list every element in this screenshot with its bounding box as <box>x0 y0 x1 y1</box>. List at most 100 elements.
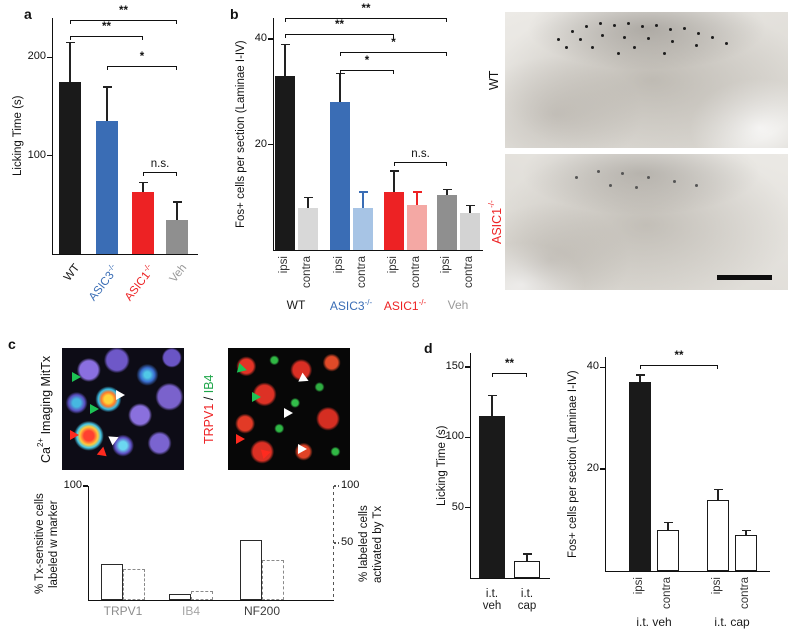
error-bar <box>284 44 286 76</box>
error-bar <box>469 205 471 214</box>
category-label: IB4 <box>181 604 201 618</box>
x-tick-label: contra <box>739 577 751 609</box>
error-bar-cap <box>741 529 751 531</box>
x-tick-label: contra <box>661 577 673 609</box>
green-arrowhead-icon <box>72 372 81 382</box>
y-tick-label: 100 <box>445 430 464 443</box>
error-bar <box>639 374 641 383</box>
error-bar-cap <box>522 553 532 555</box>
group-label: WT <box>286 298 306 312</box>
y-tick <box>465 366 470 368</box>
sig-bracket <box>285 34 394 38</box>
x-axis <box>88 600 334 602</box>
y-tick-label: 100 <box>27 148 46 161</box>
asic1-image-label: ASIC1-/- <box>487 154 505 290</box>
sig-bracket <box>285 18 447 22</box>
panel-label-c: c <box>8 336 16 352</box>
trpv1-channel-label: TRPV1 <box>202 403 216 444</box>
x-tick-label: Veh <box>167 262 190 286</box>
error-bar-cap <box>442 188 452 191</box>
bar <box>479 416 505 578</box>
solid-outline-bar <box>240 539 262 600</box>
calcium-imaging-image <box>62 348 184 470</box>
red-arrowhead-icon <box>70 430 79 440</box>
channel-separator: / <box>202 393 216 404</box>
white-arrowhead-icon <box>298 372 311 386</box>
solid-outline-bar <box>169 594 191 600</box>
y-tick <box>47 56 52 58</box>
x-tick-label: ASIC3-/- <box>87 262 118 304</box>
x-tick-label: ipsi <box>440 256 452 274</box>
x-tick-label: i.t. cap <box>517 588 537 612</box>
ib4-channel-label: IB4 <box>202 374 216 394</box>
fos-positive-cell-dots <box>505 12 508 15</box>
x-tick-label: WT <box>61 262 83 284</box>
x-tick-label: contra <box>463 256 475 288</box>
asic1-label-superscript: -/- <box>487 200 496 208</box>
sig-label: ** <box>102 21 111 33</box>
ca-label-superscript: 2+ <box>36 437 45 447</box>
sig-bracket <box>492 373 527 377</box>
bar <box>330 102 350 250</box>
error-bar <box>339 73 341 103</box>
right-y-tick-label: 100 <box>341 479 360 491</box>
error-bar-cap <box>303 196 313 198</box>
sig-label: * <box>391 37 396 49</box>
error-bar-cap <box>172 201 182 203</box>
right-y-axis-dashed <box>333 486 335 600</box>
y-tick <box>600 366 605 368</box>
left-y-tick <box>83 485 88 487</box>
sig-bracket <box>340 52 447 56</box>
error-bar <box>526 554 528 562</box>
bar <box>96 121 118 254</box>
y-tick <box>600 468 605 470</box>
error-bar <box>717 489 719 500</box>
asic1-label-base: ASIC1 <box>490 207 505 244</box>
sig-label: ** <box>335 19 344 31</box>
left-y-axis <box>88 486 90 600</box>
error-bar <box>142 182 144 193</box>
x-tick-label: ipsi <box>278 256 290 274</box>
superscript: -/- <box>364 298 373 307</box>
error-bar <box>307 197 309 208</box>
x-tick-label: ipsi <box>333 256 345 274</box>
green-arrowhead-icon <box>236 363 249 375</box>
sig-label: * <box>364 55 370 67</box>
green-arrowhead-icon <box>252 392 261 402</box>
error-bar <box>393 170 395 192</box>
error-bar <box>69 42 71 82</box>
dashed-outline-bar <box>123 569 145 600</box>
error-bar-cap <box>713 488 723 491</box>
x-tick-label: i.t. veh <box>482 588 502 612</box>
panel-label-a: a <box>24 6 32 22</box>
y-axis <box>52 18 54 254</box>
x-tick-label: ipsi <box>633 577 645 595</box>
error-bar <box>745 530 747 536</box>
y-tick-label: 20 <box>586 462 599 475</box>
bar <box>707 499 729 571</box>
superscript: -/- <box>418 298 427 307</box>
panel-label-d: d <box>424 340 433 356</box>
trpv1-ib4-label: TRPV1 / IB4 <box>202 348 217 470</box>
white-arrowhead-icon <box>108 432 121 446</box>
bar <box>353 207 373 250</box>
bar <box>407 205 427 250</box>
red-arrowhead-icon <box>236 434 245 444</box>
sig-bracket <box>340 70 394 74</box>
bar <box>629 382 651 571</box>
x-tick-label: ipsi <box>387 256 399 274</box>
bar <box>132 192 154 254</box>
y-axis-label: Licking Time (s) <box>12 95 24 177</box>
sig-label: * <box>139 51 145 63</box>
error-bar-cap <box>389 170 399 172</box>
x-axis <box>470 578 550 580</box>
bar <box>657 530 679 571</box>
error-bar <box>491 395 493 417</box>
error-bar <box>362 192 364 208</box>
wt-spinal-cord-image <box>505 12 788 148</box>
calcium-imaging-label: Ca2+ Imaging MitTx <box>36 348 54 470</box>
panel-label-b: b <box>230 6 239 22</box>
solid-outline-bar <box>101 563 123 600</box>
right-axis-label: % labeled cells activated by Tx <box>358 505 384 583</box>
